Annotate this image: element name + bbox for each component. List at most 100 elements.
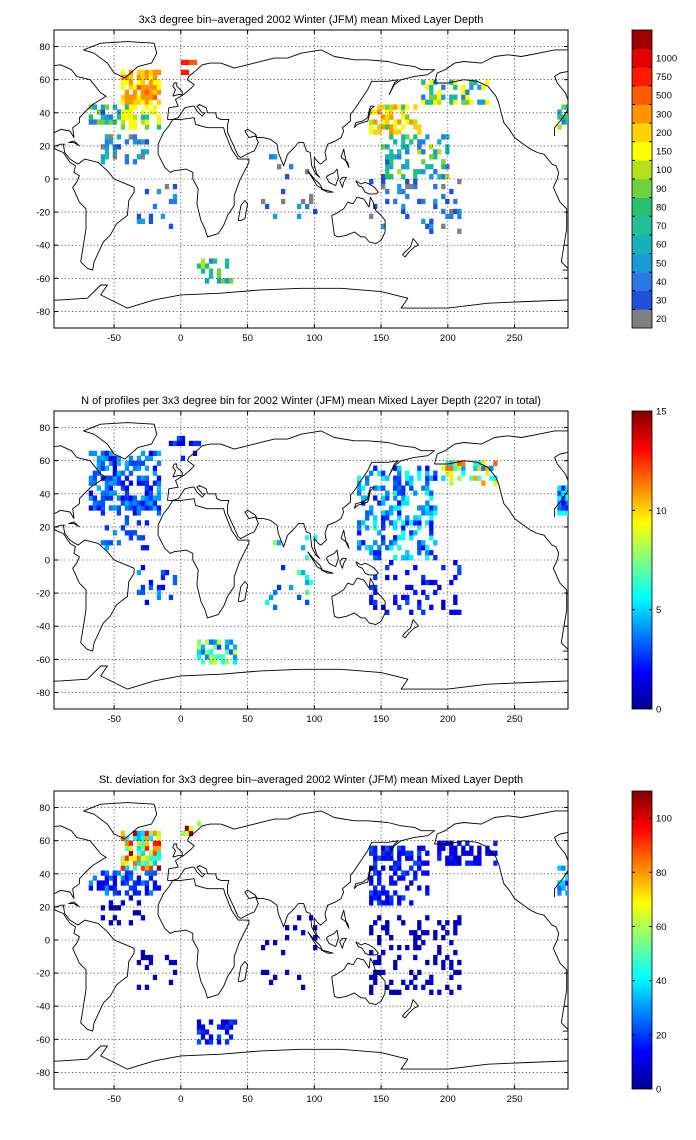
data-cell <box>268 594 274 601</box>
colorbar-label: 1000 <box>656 53 677 64</box>
data-cell <box>108 495 114 501</box>
data-cell <box>429 144 434 150</box>
data-cell <box>373 525 378 531</box>
data-cell <box>389 545 394 551</box>
data-cell <box>385 845 390 851</box>
data-cell <box>132 885 138 891</box>
data-cell <box>128 74 134 80</box>
data-cell <box>373 860 378 866</box>
coastline <box>339 937 347 949</box>
data-cell <box>224 644 230 650</box>
coastline <box>83 41 158 79</box>
data-cell <box>385 855 390 861</box>
data-cell <box>453 855 458 861</box>
data-cell <box>357 520 362 526</box>
data-cell <box>224 1019 230 1025</box>
data-cell <box>461 470 466 476</box>
data-cell <box>381 969 386 976</box>
data-cell <box>132 855 138 861</box>
colorbar-label: 80 <box>656 868 667 879</box>
data-cell <box>421 540 426 546</box>
data-cell <box>184 830 190 836</box>
data-cell <box>152 470 158 476</box>
data-cell <box>425 545 430 551</box>
data-cell <box>88 490 94 496</box>
coastline <box>54 64 135 271</box>
data-cell <box>429 979 434 985</box>
data-cell <box>112 890 118 896</box>
data-cell <box>393 959 398 966</box>
data-cell <box>401 979 406 985</box>
data-cell <box>449 850 454 856</box>
data-cell <box>413 870 418 876</box>
data-cell <box>373 885 378 891</box>
data-cell <box>453 850 458 856</box>
data-cell <box>481 480 486 486</box>
data-cell <box>433 169 438 175</box>
colorbar-swatch <box>632 197 652 217</box>
data-cell <box>88 480 94 486</box>
data-cell <box>433 589 438 596</box>
data-cell <box>100 490 106 496</box>
data-cell <box>449 959 454 966</box>
data-cell <box>152 89 158 95</box>
data-cell <box>104 119 110 125</box>
data-cell <box>160 569 166 576</box>
data-cell <box>561 119 566 125</box>
coastlines <box>54 422 568 690</box>
data-cell <box>200 263 206 269</box>
data-cell <box>120 900 126 906</box>
data-cell <box>417 969 422 976</box>
data-cell <box>104 875 110 881</box>
coastline <box>157 117 250 238</box>
data-cell <box>393 475 398 481</box>
data-cell <box>421 169 426 175</box>
data-cell <box>156 850 162 856</box>
data-cell <box>441 845 446 851</box>
y-tick-label: 60 <box>39 836 50 847</box>
data-cell <box>477 845 482 851</box>
y-tick-label: 20 <box>39 902 50 913</box>
data-cell <box>377 890 382 896</box>
colorbar-swatch <box>632 141 652 161</box>
colorbar-swatch <box>632 30 652 49</box>
data-cell <box>108 490 114 496</box>
data-cell <box>393 535 398 541</box>
data-cell <box>397 480 402 486</box>
data-cell <box>224 278 230 284</box>
data-cell <box>437 94 442 100</box>
data-cell <box>409 855 414 861</box>
data-cell <box>208 639 214 645</box>
data-cell <box>136 505 142 511</box>
y-tick-label: -60 <box>36 274 50 285</box>
data-cell <box>172 969 178 976</box>
data-cell <box>100 159 106 165</box>
data-cell <box>429 505 434 511</box>
data-cell <box>425 465 430 471</box>
data-cell <box>425 485 430 491</box>
data-cell <box>457 465 462 471</box>
data-cell <box>148 579 154 586</box>
data-cell <box>389 149 394 155</box>
data-cell <box>401 139 406 145</box>
data-cell <box>144 104 150 110</box>
data-cell <box>100 915 106 921</box>
data-cell <box>413 954 418 961</box>
data-cell <box>457 840 462 846</box>
x-tick-label: 150 <box>373 714 389 725</box>
data-cell <box>413 520 418 526</box>
data-cell <box>176 440 182 447</box>
data-cell <box>389 505 394 511</box>
data-cell <box>557 890 562 896</box>
data-cell <box>461 850 466 856</box>
data-cell <box>409 485 414 491</box>
data-cell <box>140 949 146 956</box>
data-cell <box>397 989 402 995</box>
data-cell <box>96 460 102 466</box>
data-cell <box>152 69 158 75</box>
data-cell <box>453 465 458 471</box>
data-cell <box>200 1034 206 1040</box>
data-cell <box>561 500 566 506</box>
data-cell <box>453 94 458 100</box>
